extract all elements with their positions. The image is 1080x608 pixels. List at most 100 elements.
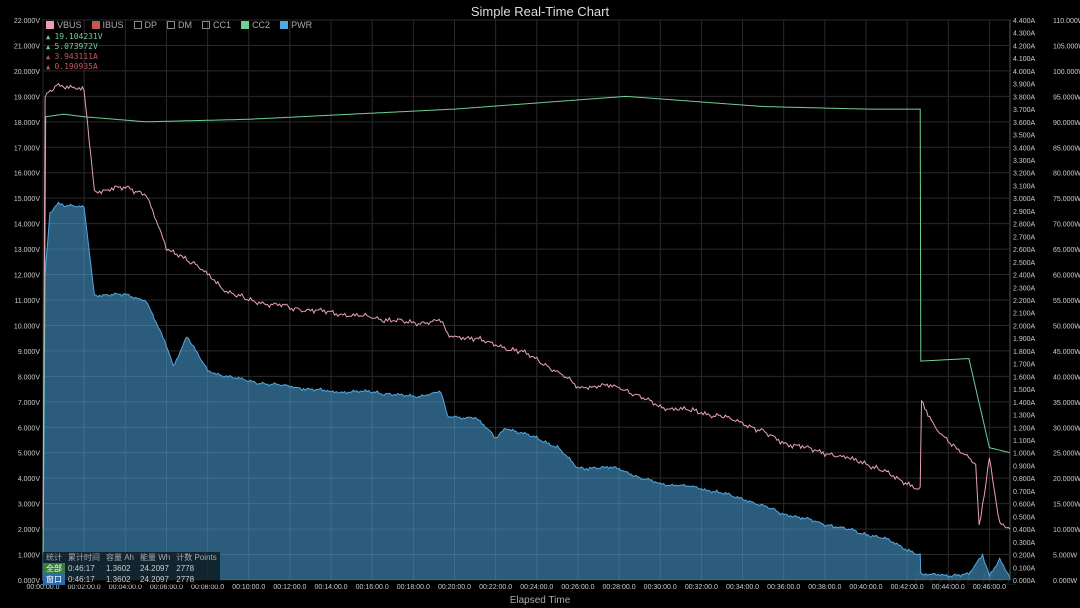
stats-cell: 0:46:17 xyxy=(65,574,103,585)
legend-label: IBUS xyxy=(103,20,124,30)
svg-text:00:38:00.0: 00:38:00.0 xyxy=(808,584,841,591)
readout-value: 5.073972V xyxy=(46,42,103,52)
svg-text:0.600A: 0.600A xyxy=(1013,502,1036,509)
stats-cell: 0:46:17 xyxy=(65,563,103,574)
svg-text:2.600A: 2.600A xyxy=(1013,247,1036,254)
legend-swatch xyxy=(280,21,288,29)
svg-text:4.000V: 4.000V xyxy=(18,476,41,483)
svg-text:19.000V: 19.000V xyxy=(14,94,40,101)
legend-item-dp[interactable]: DP xyxy=(134,20,158,30)
stats-cell: 24.2097 xyxy=(137,574,173,585)
x-axis-label: Elapsed Time xyxy=(0,595,1080,606)
svg-text:90.000W: 90.000W xyxy=(1053,120,1080,127)
legend-swatch xyxy=(46,21,54,29)
stats-cell: 24.2097 xyxy=(137,563,173,574)
svg-text:0.000W: 0.000W xyxy=(1053,578,1078,585)
svg-text:25.000W: 25.000W xyxy=(1053,451,1080,458)
svg-text:95.000W: 95.000W xyxy=(1053,94,1080,101)
svg-text:00:14:00.0: 00:14:00.0 xyxy=(314,584,347,591)
svg-text:00:36:00.0: 00:36:00.0 xyxy=(767,584,800,591)
stats-label: 窗口 xyxy=(43,574,65,585)
stats-label: 全部 xyxy=(43,563,65,574)
svg-text:1.000A: 1.000A xyxy=(1013,451,1036,458)
svg-text:3.000V: 3.000V xyxy=(18,502,41,509)
svg-text:3.200A: 3.200A xyxy=(1013,171,1036,178)
legend-item-dm[interactable]: DM xyxy=(167,20,192,30)
svg-text:75.000W: 75.000W xyxy=(1053,196,1080,203)
stats-cell: 2778 xyxy=(173,574,219,585)
stats-row: 窗口0:46:171.360224.20972778 xyxy=(43,574,220,585)
svg-text:4.400A: 4.400A xyxy=(1013,18,1036,25)
svg-text:0.200A: 0.200A xyxy=(1013,553,1036,560)
svg-text:1.300A: 1.300A xyxy=(1013,413,1036,420)
svg-text:10.000W: 10.000W xyxy=(1053,527,1080,534)
svg-text:15.000V: 15.000V xyxy=(14,196,40,203)
svg-text:00:44:00.0: 00:44:00.0 xyxy=(932,584,965,591)
svg-text:5.000V: 5.000V xyxy=(18,451,41,458)
svg-text:6.000V: 6.000V xyxy=(18,425,41,432)
svg-text:105.000W: 105.000W xyxy=(1053,43,1080,50)
legend-swatch xyxy=(202,21,210,29)
svg-text:20.000V: 20.000V xyxy=(14,69,40,76)
svg-text:15.000W: 15.000W xyxy=(1053,502,1080,509)
legend-label: DM xyxy=(178,20,192,30)
svg-text:0.900A: 0.900A xyxy=(1013,463,1036,470)
svg-text:2.000V: 2.000V xyxy=(18,527,41,534)
svg-text:3.500A: 3.500A xyxy=(1013,133,1036,140)
svg-text:00:26:00.0: 00:26:00.0 xyxy=(561,584,594,591)
svg-text:00:20:00.0: 00:20:00.0 xyxy=(438,584,471,591)
svg-text:40.000W: 40.000W xyxy=(1053,374,1080,381)
svg-text:00:34:00.0: 00:34:00.0 xyxy=(726,584,759,591)
svg-text:4.100A: 4.100A xyxy=(1013,56,1036,63)
legend-item-vbus[interactable]: VBUS xyxy=(46,20,82,30)
readout-value: 0.190935A xyxy=(46,62,103,72)
legend-label: CC2 xyxy=(252,20,270,30)
svg-text:2.700A: 2.700A xyxy=(1013,234,1036,241)
svg-text:14.000V: 14.000V xyxy=(14,222,40,229)
svg-text:00:22:00.0: 00:22:00.0 xyxy=(479,584,512,591)
svg-text:00:30:00.0: 00:30:00.0 xyxy=(644,584,677,591)
svg-text:100.000W: 100.000W xyxy=(1053,69,1080,76)
svg-text:22.000V: 22.000V xyxy=(14,18,40,25)
svg-text:3.900A: 3.900A xyxy=(1013,82,1036,89)
legend: VBUS IBUS DP DM CC1 CC2 PWR xyxy=(46,20,312,30)
svg-text:1.600A: 1.600A xyxy=(1013,374,1036,381)
svg-text:20.000W: 20.000W xyxy=(1053,476,1080,483)
svg-text:5.000W: 5.000W xyxy=(1053,553,1078,560)
legend-label: VBUS xyxy=(57,20,82,30)
svg-text:1.800A: 1.800A xyxy=(1013,349,1036,356)
legend-item-cc2[interactable]: CC2 xyxy=(241,20,270,30)
svg-text:7.000V: 7.000V xyxy=(18,400,41,407)
svg-text:00:04:00.0: 00:04:00.0 xyxy=(109,584,142,591)
svg-text:3.300A: 3.300A xyxy=(1013,158,1036,165)
svg-text:16.000V: 16.000V xyxy=(14,171,40,178)
svg-text:1.100A: 1.100A xyxy=(1013,438,1036,445)
legend-label: CC1 xyxy=(213,20,231,30)
svg-text:4.000A: 4.000A xyxy=(1013,69,1036,76)
svg-text:17.000V: 17.000V xyxy=(14,145,40,152)
svg-text:00:12:00.0: 00:12:00.0 xyxy=(273,584,306,591)
svg-text:1.000V: 1.000V xyxy=(18,553,41,560)
svg-text:0.100A: 0.100A xyxy=(1013,565,1036,572)
legend-label: DP xyxy=(145,20,158,30)
svg-text:0.500A: 0.500A xyxy=(1013,514,1036,521)
svg-text:00:18:00.0: 00:18:00.0 xyxy=(397,584,430,591)
svg-text:3.000A: 3.000A xyxy=(1013,196,1036,203)
svg-text:21.000V: 21.000V xyxy=(14,43,40,50)
legend-item-ibus[interactable]: IBUS xyxy=(92,20,124,30)
svg-text:4.200A: 4.200A xyxy=(1013,43,1036,50)
svg-text:2.500A: 2.500A xyxy=(1013,260,1036,267)
legend-swatch xyxy=(167,21,175,29)
svg-text:2.800A: 2.800A xyxy=(1013,222,1036,229)
legend-item-cc1[interactable]: CC1 xyxy=(202,20,231,30)
stats-header: 统计 xyxy=(43,552,65,563)
svg-text:3.600A: 3.600A xyxy=(1013,120,1036,127)
svg-text:4.300A: 4.300A xyxy=(1013,31,1036,38)
legend-item-pwr[interactable]: PWR xyxy=(280,20,312,30)
svg-text:2.900A: 2.900A xyxy=(1013,209,1036,216)
svg-text:2.200A: 2.200A xyxy=(1013,298,1036,305)
svg-text:0.300A: 0.300A xyxy=(1013,540,1036,547)
svg-text:00:10:00.0: 00:10:00.0 xyxy=(232,584,265,591)
svg-text:00:28:00.0: 00:28:00.0 xyxy=(603,584,636,591)
svg-text:2.400A: 2.400A xyxy=(1013,273,1036,280)
